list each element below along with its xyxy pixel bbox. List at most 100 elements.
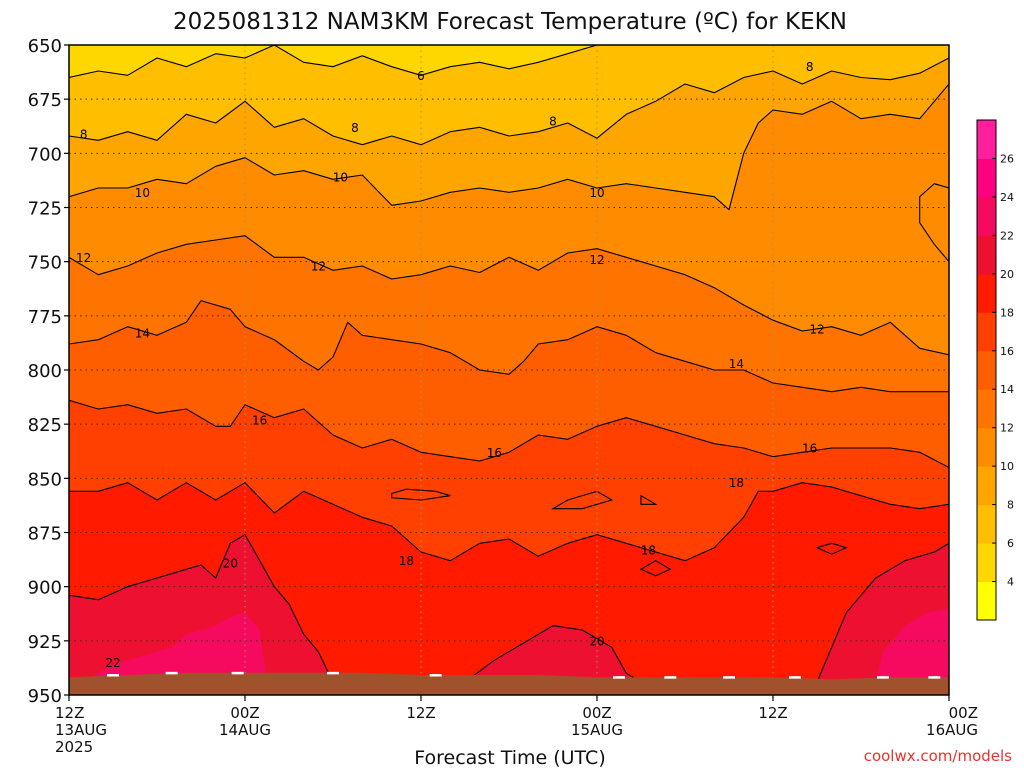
contour-label: 10 bbox=[589, 186, 604, 200]
contour-label: 12 bbox=[809, 322, 824, 336]
y-tick-label: 675 bbox=[28, 90, 62, 111]
surface-marker bbox=[928, 676, 941, 679]
contour-label: 12 bbox=[589, 253, 604, 267]
contour-label: 18 bbox=[729, 476, 744, 490]
temperature-band-4 bbox=[69, 45, 597, 78]
contour-label: 12 bbox=[311, 260, 326, 274]
colorbar-tick-label: 10 bbox=[1000, 460, 1014, 473]
x-tick-label: 12Z bbox=[406, 704, 435, 722]
temperature-band-22-region-2 bbox=[875, 608, 949, 682]
contour-label: 6 bbox=[417, 69, 425, 83]
colorbar-swatch bbox=[977, 350, 996, 390]
surface-marker bbox=[789, 676, 801, 679]
isotherm-18 bbox=[69, 482, 949, 562]
terrain-surface bbox=[69, 672, 949, 695]
colorbar-swatch bbox=[977, 581, 996, 621]
isotherm-16 bbox=[69, 399, 949, 468]
y-axis: 650 675 700 725 750 775 800 825 850 875 900 925 950 bbox=[28, 36, 69, 707]
colorbar-tick-label: 4 bbox=[1007, 576, 1014, 589]
x-tick-label: 00Z bbox=[949, 704, 978, 722]
surface-marker bbox=[231, 671, 244, 675]
y-tick-label: 925 bbox=[28, 632, 62, 653]
y-tick-label: 700 bbox=[28, 144, 62, 165]
isotherm-14 bbox=[69, 300, 949, 393]
colorbar-tick-label: 8 bbox=[1007, 499, 1014, 512]
contour-label: 22 bbox=[105, 656, 120, 670]
temperature-band-6 bbox=[69, 45, 949, 145]
x-tick-label: 00Z bbox=[582, 704, 611, 722]
y-tick-label: 750 bbox=[28, 253, 62, 274]
colorbar-tick-label: 12 bbox=[1000, 422, 1014, 435]
y-tick-label: 850 bbox=[28, 469, 62, 490]
colorbar-swatch bbox=[977, 273, 996, 313]
surface-marker bbox=[877, 676, 889, 679]
contour-label: 14 bbox=[135, 327, 150, 341]
contour-label: 8 bbox=[549, 114, 557, 128]
closed-contour bbox=[919, 183, 949, 263]
contour-label: 18 bbox=[641, 543, 656, 557]
isotherm-20 bbox=[464, 625, 642, 683]
closed-contour bbox=[550, 490, 614, 510]
surface-marker bbox=[107, 674, 119, 677]
y-tick-label: 875 bbox=[28, 524, 62, 545]
colorbar-swatch bbox=[977, 158, 996, 198]
contour-label: 10 bbox=[333, 171, 348, 185]
surface-marker bbox=[165, 671, 178, 675]
y-tick-label: 725 bbox=[28, 199, 62, 220]
contour-label: 18 bbox=[399, 554, 414, 568]
y-tick-label: 775 bbox=[28, 307, 62, 328]
colorbar-tick-label: 18 bbox=[1000, 306, 1014, 319]
colorbar: 4 6 8 10 12 14 16 18 20 22 24 26 bbox=[976, 119, 1014, 621]
contour-label: 12 bbox=[76, 251, 91, 265]
x-tick-label: 15AUG bbox=[571, 721, 623, 739]
contour-label: 20 bbox=[223, 556, 238, 570]
x-tick-label: 12Z bbox=[758, 704, 787, 722]
colorbar-swatch bbox=[977, 504, 996, 544]
x-tick-label: 14AUG bbox=[219, 721, 271, 739]
temperature-band-22-region-1 bbox=[83, 612, 267, 682]
colorbar-swatch bbox=[977, 196, 996, 236]
colorbar-swatch bbox=[977, 543, 996, 583]
colorbar-swatch bbox=[977, 312, 996, 352]
colorbar-swatch bbox=[977, 466, 996, 506]
x-tick-label: 2025 bbox=[55, 738, 93, 756]
surface-marker bbox=[327, 671, 339, 675]
chart-title: 2025081312 NAM3KM Forecast Temperature (… bbox=[173, 9, 847, 35]
surface-marker bbox=[429, 674, 442, 677]
y-tick-label: 825 bbox=[28, 415, 62, 436]
contour-label: 10 bbox=[135, 186, 150, 200]
colorbar-tick-label: 20 bbox=[1000, 268, 1014, 281]
credit-text: coolwx.com/models bbox=[864, 747, 1012, 765]
colorbar-tick-label: 24 bbox=[1000, 191, 1014, 204]
colorbar-swatch bbox=[977, 235, 996, 275]
contour-label: 20 bbox=[589, 634, 604, 648]
x-axis-label: Forecast Time (UTC) bbox=[414, 747, 605, 768]
isotherm-20 bbox=[69, 534, 334, 683]
closed-contour bbox=[640, 494, 658, 505]
closed-contour bbox=[639, 560, 672, 577]
surface-marker bbox=[613, 676, 625, 679]
x-tick-label: 00Z bbox=[230, 704, 259, 722]
colorbar-swatch bbox=[977, 389, 996, 429]
x-tick-label: 16AUG bbox=[926, 721, 978, 739]
y-tick-label: 800 bbox=[28, 361, 62, 382]
isotherm-20 bbox=[816, 542, 949, 683]
contour-label: 16 bbox=[252, 413, 267, 427]
isotherm-8 bbox=[69, 57, 949, 146]
x-tick-label: 12Z bbox=[55, 704, 84, 722]
isotherm-12 bbox=[69, 235, 949, 356]
isotherm-6 bbox=[69, 45, 598, 79]
colorbar-tick-label: 16 bbox=[1000, 345, 1014, 358]
closed-contour bbox=[391, 488, 451, 501]
colorbar-frame bbox=[976, 119, 997, 621]
surface-marker bbox=[664, 676, 677, 679]
colorbar-tick-label: 22 bbox=[1000, 229, 1014, 242]
contour-label: 8 bbox=[351, 121, 359, 135]
x-tick-label: 13AUG bbox=[55, 721, 107, 739]
surface-marker bbox=[723, 676, 735, 679]
isotherm-10 bbox=[69, 83, 949, 211]
contour-label: 8 bbox=[80, 127, 88, 141]
contour-label: 16 bbox=[802, 442, 817, 456]
